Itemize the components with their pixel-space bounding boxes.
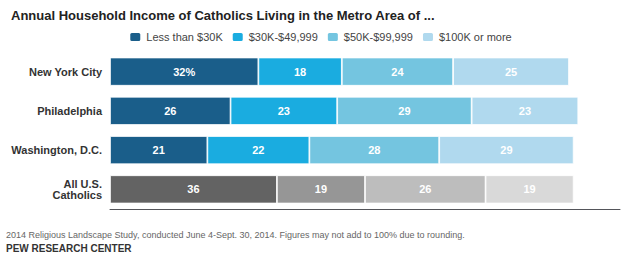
svg-text:23: 23 [278,105,290,117]
svg-text:18: 18 [294,66,306,78]
svg-text:Catholics: Catholics [52,189,102,201]
svg-text:2014 Religious Landscape Study: 2014 Religious Landscape Study, conducte… [6,230,465,240]
svg-text:$30K-$49,999: $30K-$49,999 [249,31,318,43]
svg-text:Less than $30K: Less than $30K [146,31,223,43]
svg-text:23: 23 [519,105,531,117]
svg-text:21: 21 [153,144,165,156]
svg-text:25: 25 [505,66,517,78]
svg-text:Philadelphia: Philadelphia [37,105,103,117]
svg-text:All U.S.: All U.S. [63,177,102,190]
svg-text:New York City: New York City [29,66,103,78]
svg-text:24: 24 [391,66,404,78]
svg-text:26: 26 [164,105,176,117]
svg-text:28: 28 [368,144,380,156]
svg-text:29: 29 [500,144,512,156]
svg-text:26: 26 [419,183,431,195]
svg-text:PEW RESEARCH CENTER: PEW RESEARCH CENTER [6,243,132,254]
svg-text:29: 29 [398,105,410,117]
svg-text:Washington, D.C.: Washington, D.C. [11,144,102,156]
svg-text:19: 19 [523,183,535,195]
svg-text:$50K-$99,999: $50K-$99,999 [344,31,413,43]
svg-text:36: 36 [187,183,199,195]
svg-text:$100K or more: $100K or more [439,31,512,43]
svg-text:22: 22 [252,144,264,156]
svg-text:19: 19 [315,183,327,195]
svg-text:32%: 32% [173,66,195,78]
svg-text:Annual Household Income of Cat: Annual Household Income of Catholics Liv… [11,8,435,23]
